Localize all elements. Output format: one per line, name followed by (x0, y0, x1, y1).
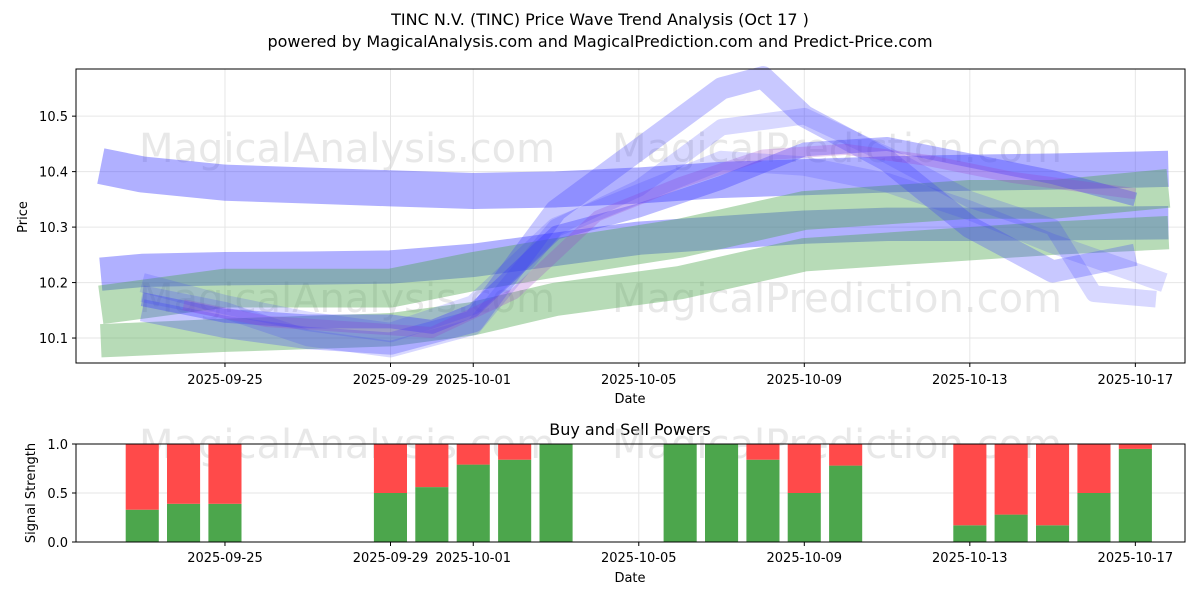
bars-x-tick-label: 2025-09-29 (353, 551, 429, 566)
price-band-green-upper-band (98, 168, 1171, 325)
sell-bar (953, 444, 987, 526)
price-x-axis-label: Date (614, 392, 645, 407)
price-band-green-lower-band (100, 215, 1170, 358)
price-x-tick-label: 2025-10-05 (601, 373, 677, 388)
buy-bar (953, 525, 987, 542)
price-watermark-right: MagicalPrediction.com (612, 126, 1062, 172)
bars-x-tick-label: 2025-10-13 (932, 551, 1008, 566)
buy-bar (829, 465, 863, 542)
sell-bar (498, 444, 532, 460)
price-watermark-left-lower: MagicalAnalysis.com (139, 276, 555, 322)
buy-bar (456, 464, 490, 542)
buy-bar (705, 444, 739, 542)
price-y-tick-label: 10.4 (39, 166, 68, 181)
sell-bar (1036, 444, 1070, 526)
sell-bar (746, 444, 780, 460)
price-wave-chart: MagicalAnalysis.com MagicalPrediction.co… (16, 66, 1186, 407)
bars-title: Buy and Sell Powers (549, 420, 711, 439)
sell-bar (208, 444, 242, 504)
bars-y-axis-label: Signal Strength (24, 443, 39, 543)
price-x-tick-label: 2025-09-29 (353, 373, 429, 388)
price-band-wave-purple (182, 143, 1137, 339)
bars-y-ticks: 0.0 0.5 1.0 (47, 438, 76, 551)
bars-y-tick-label: 0.5 (47, 487, 68, 502)
bars-y-tick-label: 1.0 (47, 438, 68, 453)
sell-bar (125, 444, 159, 510)
price-band-wave-mid (140, 66, 1138, 355)
bars-x-tick-label: 2025-09-25 (187, 551, 263, 566)
price-y-tick-label: 10.2 (39, 277, 68, 292)
bars-x-tick-label: 2025-10-01 (435, 551, 511, 566)
buy-bar (498, 459, 532, 542)
buy-bar (1077, 493, 1111, 542)
sell-bar (373, 444, 407, 493)
buy-bar (787, 493, 821, 542)
sell-bar (787, 444, 821, 493)
price-bands (97, 66, 1171, 358)
price-x-tick-label: 2025-10-13 (932, 373, 1008, 388)
sell-bar (994, 444, 1028, 515)
bars-x-axis-label: Date (614, 571, 645, 586)
price-x-tick-label: 2025-10-09 (767, 373, 843, 388)
buy-sell-powers-chart: Buy and Sell Powers MagicalAnalysis.com … (24, 420, 1186, 586)
price-x-tick-label: 2025-10-01 (435, 373, 511, 388)
buy-sell-bars (125, 444, 1152, 542)
price-band-wave-light (140, 107, 1157, 358)
bars-x-tick-label: 2025-10-05 (601, 551, 677, 566)
buy-bar (663, 444, 697, 542)
chart-title-line1: TINC N.V. (TINC) Price Wave Trend Analys… (390, 10, 809, 29)
price-y-tick-label: 10.5 (39, 110, 68, 125)
price-y-axis-label: Price (16, 201, 31, 233)
price-watermark-left: MagicalAnalysis.com (139, 126, 555, 172)
price-gridlines (76, 69, 1185, 363)
buy-bar (1036, 525, 1070, 542)
bars-watermark-left: MagicalAnalysis.com (139, 422, 555, 468)
bars-x-ticks: 2025-09-25 2025-09-29 2025-10-01 2025-10-05… (187, 542, 1173, 566)
buy-bar (1118, 448, 1152, 542)
price-x-tick-label: 2025-09-25 (187, 373, 263, 388)
bars-x-tick-label: 2025-10-09 (767, 551, 843, 566)
sell-bar (456, 444, 490, 465)
buy-bar (167, 503, 201, 542)
sell-bar (415, 444, 449, 488)
price-band-lower-blue-band (99, 206, 1169, 291)
bars-x-tick-label: 2025-10-17 (1098, 551, 1174, 566)
price-y-ticks: 10.1 10.2 10.3 10.4 10.5 (39, 110, 76, 347)
price-band-wave-light-2 (139, 150, 1168, 343)
price-x-ticks: 2025-09-25 2025-09-29 2025-10-01 2025-10-05… (187, 363, 1173, 388)
price-band-wave-dark (140, 136, 1138, 334)
sell-bar (1118, 444, 1152, 449)
price-plot-frame (75, 68, 1186, 364)
buy-bar (125, 509, 159, 542)
buy-bar (994, 514, 1028, 542)
bars-y-tick-label: 0.0 (47, 536, 68, 551)
buy-bar (373, 493, 407, 542)
sell-bar (1077, 444, 1111, 493)
chart-title-line2: powered by MagicalAnalysis.com and Magic… (267, 32, 932, 51)
buy-bar (208, 503, 242, 542)
price-band-upper-blue-band (97, 148, 1169, 210)
buy-bar (415, 487, 449, 542)
sell-bar (167, 444, 201, 504)
sell-bar (829, 444, 863, 466)
price-y-tick-label: 10.1 (39, 332, 68, 347)
price-watermark-right-lower: MagicalPrediction.com (612, 276, 1062, 322)
price-plot-background (76, 69, 1185, 363)
buy-bar (539, 444, 573, 542)
price-x-tick-label: 2025-10-17 (1098, 373, 1174, 388)
price-y-tick-label: 10.3 (39, 221, 68, 236)
buy-bar (746, 459, 780, 542)
